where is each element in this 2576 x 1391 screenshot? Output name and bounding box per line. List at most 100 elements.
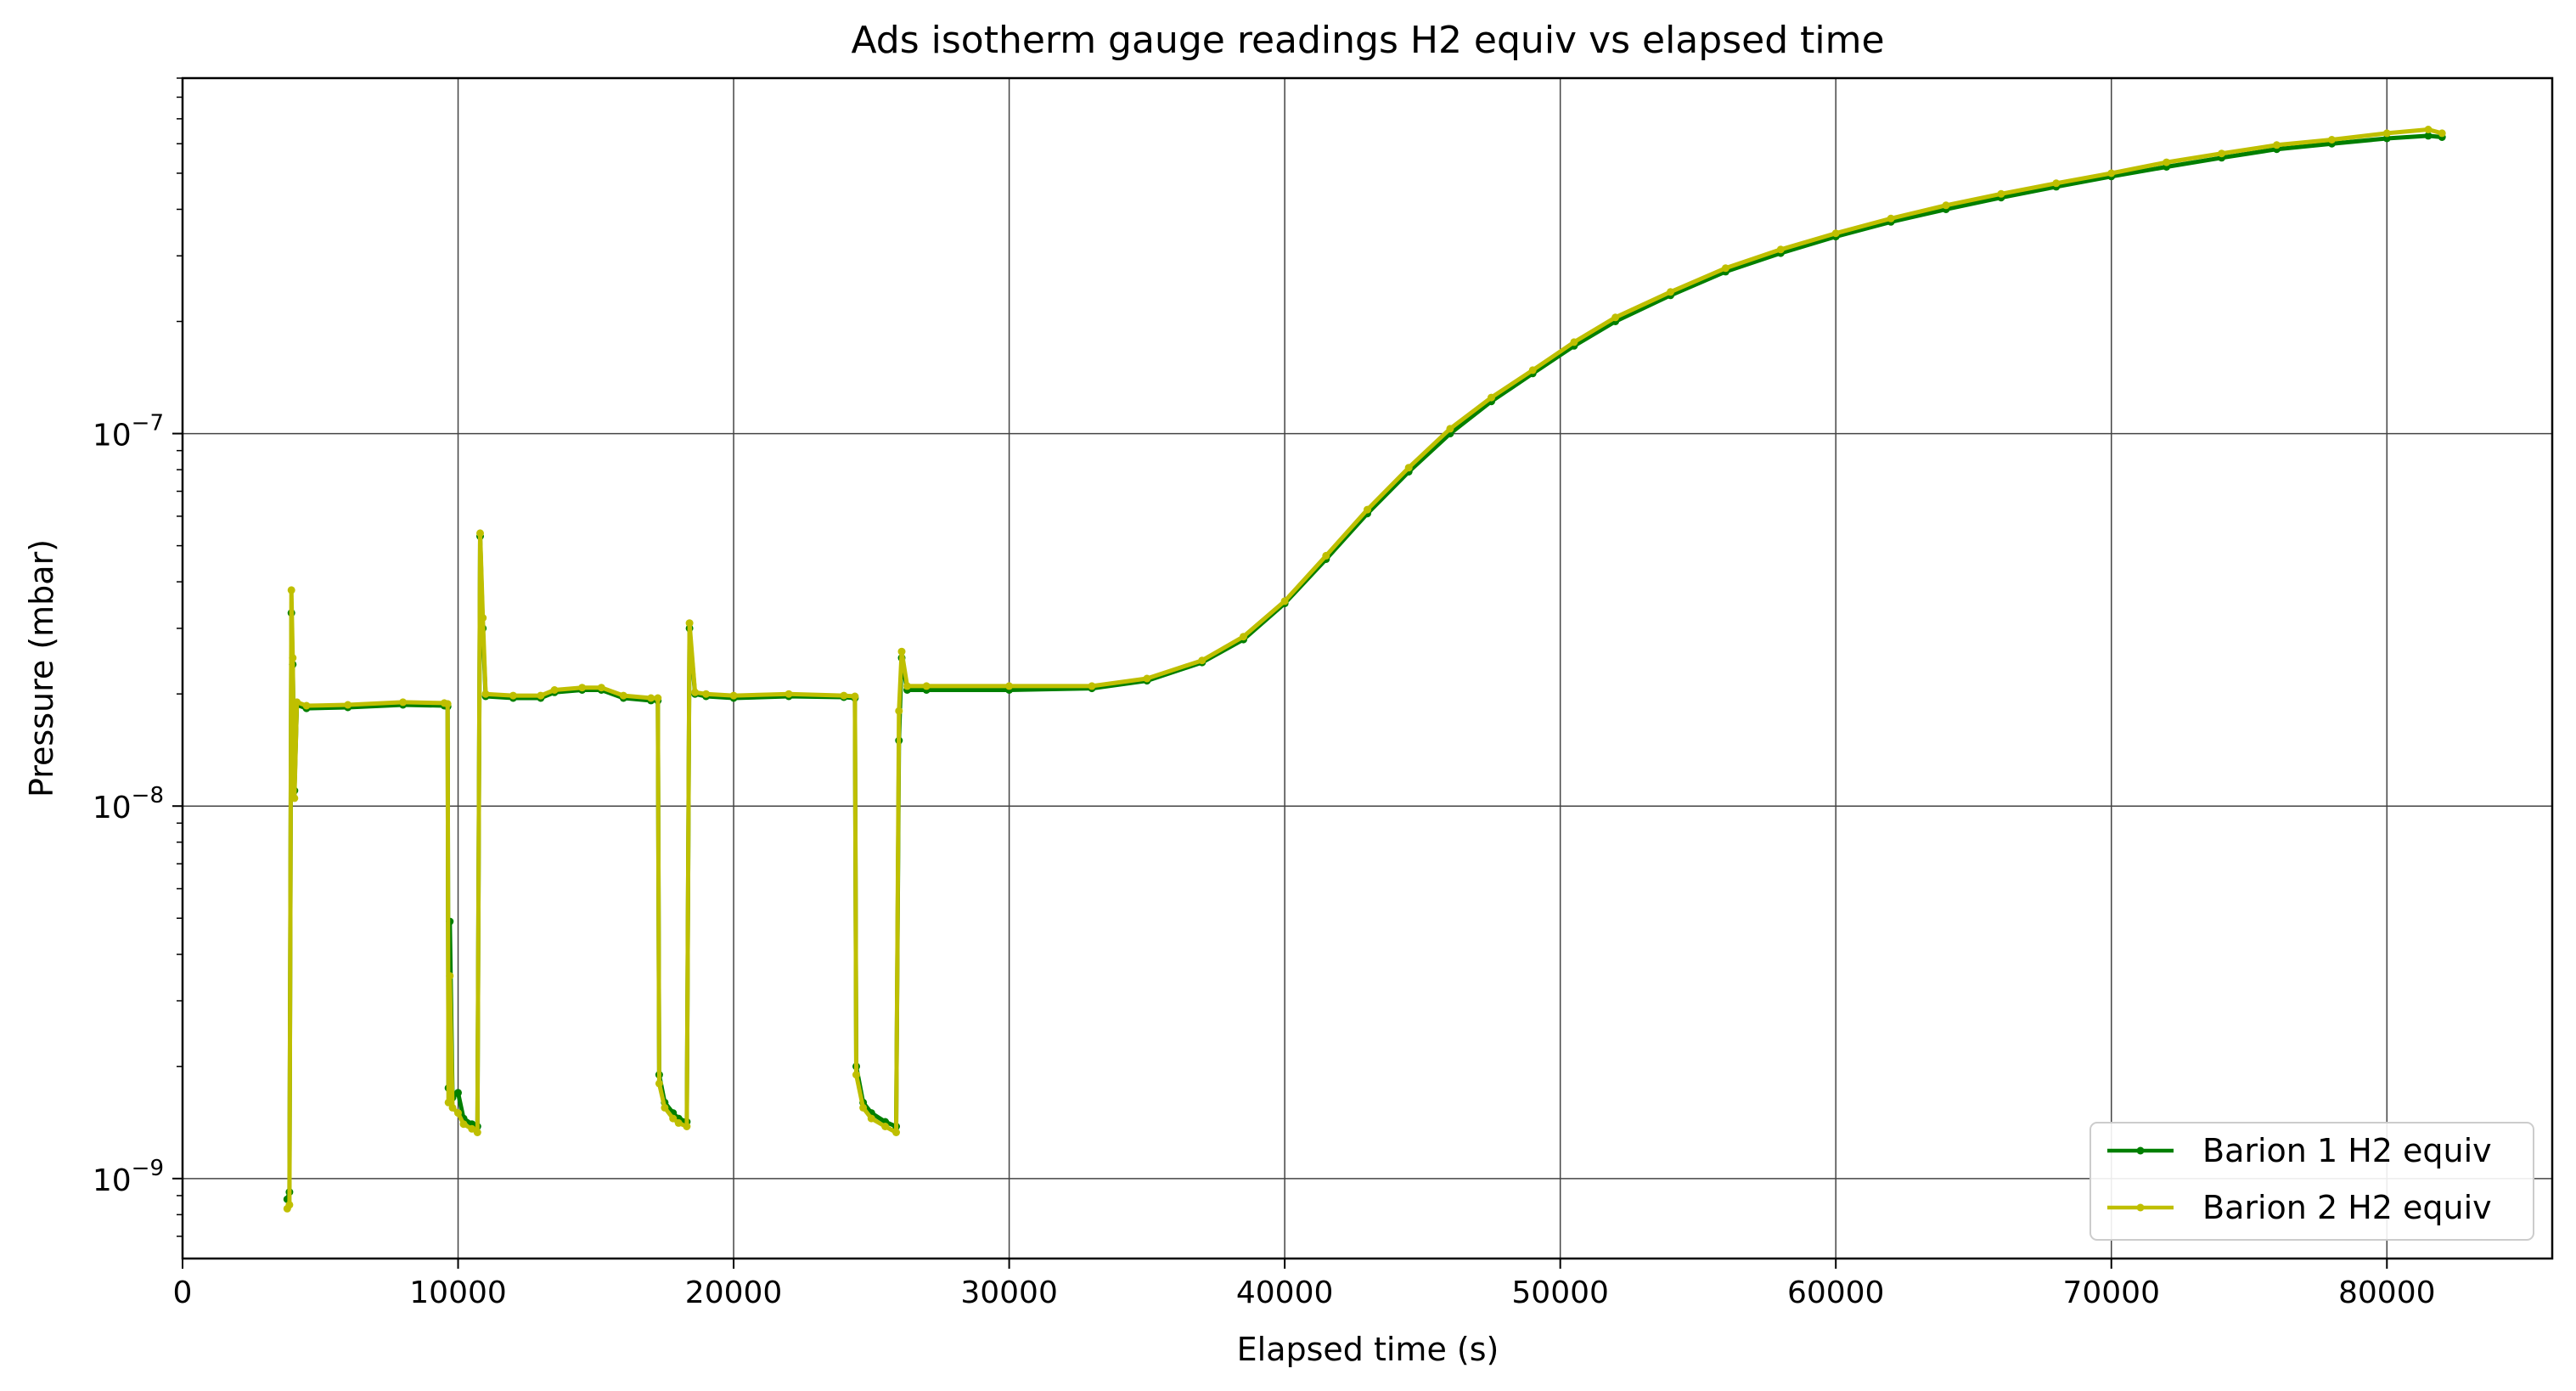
data-point <box>1488 393 1495 402</box>
legend-marker-barion-1 <box>2136 1146 2145 1155</box>
data-point <box>729 691 738 700</box>
data-point <box>2424 132 2433 140</box>
data-point <box>1143 674 1151 683</box>
data-point <box>674 1118 683 1127</box>
data-point <box>1280 597 1289 605</box>
grid-lines <box>183 78 2552 1259</box>
data-point <box>468 1124 476 1133</box>
data-point <box>597 684 605 692</box>
data-point <box>1721 264 1730 273</box>
data-point <box>619 691 627 700</box>
series-layer <box>283 126 2446 1213</box>
data-point <box>669 1114 678 1123</box>
data-point <box>1198 656 1206 665</box>
data-point <box>661 1103 669 1112</box>
data-point <box>691 688 700 696</box>
data-point <box>537 691 545 700</box>
legend-label-barion-1: Barion 1 H2 equiv <box>2202 1132 2492 1169</box>
data-point <box>859 1103 868 1112</box>
data-point <box>1088 682 1096 690</box>
legend: Barion 1 H2 equiv Barion 2 H2 equiv <box>2089 1122 2534 1241</box>
data-point <box>550 686 559 694</box>
data-point <box>1667 288 1674 296</box>
data-point <box>2107 169 2116 177</box>
x-tick-label: 40000 <box>1236 1276 1334 1310</box>
data-point <box>454 1109 462 1118</box>
data-point <box>1528 366 1537 374</box>
x-axis-ticks: 0 10000 20000 30000 40000 50000 60000 70000 8000… <box>173 1259 2436 1310</box>
data-point <box>2424 126 2433 133</box>
data-point <box>892 1129 900 1136</box>
y-axis-ticks: 10−910−810−7 <box>93 77 183 1237</box>
data-point <box>479 614 487 622</box>
data-point <box>851 692 859 701</box>
data-point <box>1240 633 1247 641</box>
legend-marker-barion-2 <box>2136 1203 2145 1212</box>
data-point <box>654 694 662 702</box>
data-point <box>476 529 484 538</box>
data-point <box>448 1103 457 1112</box>
data-point <box>2218 149 2226 158</box>
data-point <box>852 1071 860 1079</box>
data-point <box>1887 214 1895 222</box>
data-point <box>1942 201 1950 210</box>
data-point <box>1364 505 1371 514</box>
data-point <box>903 682 911 690</box>
x-tick-label: 0 <box>173 1276 193 1310</box>
data-point <box>1776 245 1785 254</box>
data-point <box>443 700 452 708</box>
data-point <box>444 1098 453 1107</box>
data-point <box>2273 141 2281 149</box>
data-point <box>897 647 906 656</box>
x-tick-label: 20000 <box>685 1276 783 1310</box>
data-point <box>454 1089 462 1097</box>
data-point <box>473 1129 481 1136</box>
data-point <box>287 586 295 594</box>
data-point <box>683 1123 691 1130</box>
legend-box <box>2089 1122 2534 1241</box>
data-point <box>1446 425 1454 433</box>
data-point <box>647 694 655 702</box>
data-point <box>293 698 301 707</box>
data-point <box>446 971 454 980</box>
legend-label-barion-2: Barion 2 H2 equiv <box>2202 1189 2492 1226</box>
data-point <box>785 690 793 698</box>
data-point <box>685 619 694 628</box>
data-point <box>344 701 352 709</box>
chart-title: Ads isotherm gauge readings H2 equiv vs … <box>851 19 1884 62</box>
data-point <box>922 682 931 690</box>
x-tick-label: 10000 <box>409 1276 507 1310</box>
x-axis-label: Elapsed time (s) <box>1237 1331 1499 1368</box>
data-point <box>2382 129 2391 138</box>
data-point <box>702 690 711 698</box>
x-tick-label: 50000 <box>1511 1276 1609 1310</box>
y-tick-label: 10−9 <box>93 1156 164 1198</box>
data-point <box>1570 338 1578 346</box>
data-point <box>867 1114 875 1123</box>
x-tick-label: 60000 <box>1787 1276 1885 1310</box>
data-point <box>289 654 297 662</box>
data-point <box>578 684 587 692</box>
data-point <box>302 701 311 710</box>
data-point <box>2327 136 2336 144</box>
data-point <box>481 690 490 698</box>
data-point <box>1404 464 1413 472</box>
data-point <box>2052 179 2061 188</box>
data-point <box>459 1120 468 1129</box>
plot-frame <box>181 76 2554 1260</box>
y-tick-label: 10−8 <box>93 783 164 825</box>
data-point <box>2163 158 2171 166</box>
data-point <box>895 707 903 715</box>
data-point <box>1322 551 1330 560</box>
data-point <box>655 1079 663 1088</box>
data-point <box>1611 313 1620 322</box>
data-point <box>2438 129 2446 138</box>
data-point <box>1997 189 2005 198</box>
data-point <box>399 698 408 707</box>
data-point <box>509 691 517 700</box>
data-point <box>840 691 848 700</box>
x-tick-label: 70000 <box>2062 1276 2160 1310</box>
x-tick-label: 30000 <box>960 1276 1058 1310</box>
data-point <box>1005 682 1014 690</box>
